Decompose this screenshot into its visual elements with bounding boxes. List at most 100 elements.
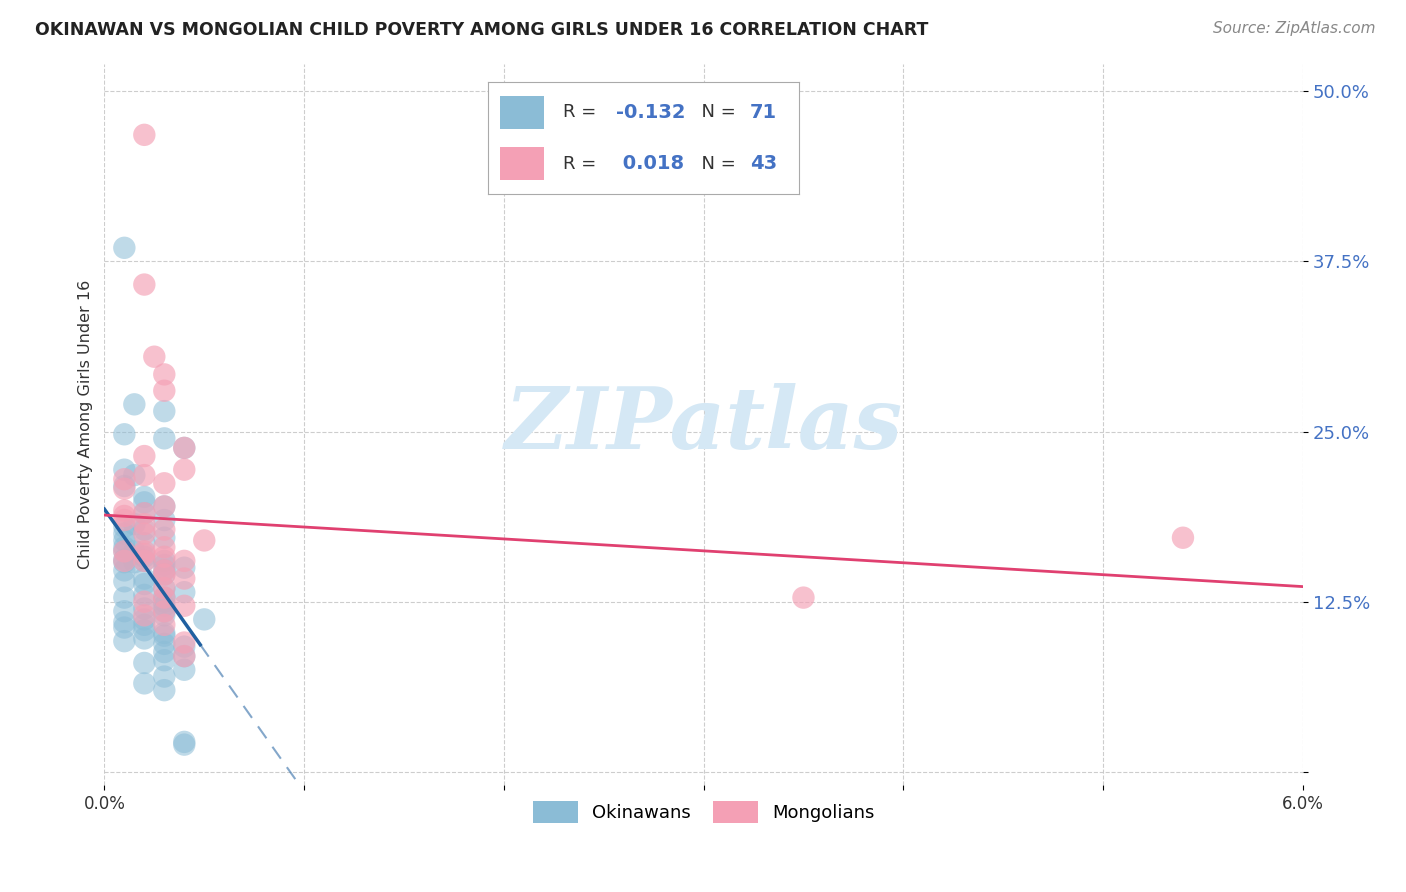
Okinawans [112,544,135,558]
Okinawans [112,479,135,493]
Mongolians [153,604,176,618]
Okinawans [173,585,195,599]
Okinawans [153,554,176,568]
Okinawans [134,612,156,626]
Okinawans [112,526,135,541]
Okinawans [134,554,156,568]
Okinawans [124,544,146,558]
Y-axis label: Child Poverty Among Girls Under 16: Child Poverty Among Girls Under 16 [79,280,93,569]
Mongolians [193,533,215,548]
Mongolians [153,476,176,491]
Mongolians [134,128,156,142]
Legend: Okinawans, Mongolians: Okinawans, Mongolians [526,794,882,830]
Mongolians [153,500,176,514]
Okinawans [112,615,135,629]
Okinawans [153,595,176,609]
Okinawans [153,629,176,643]
Mongolians [173,554,195,568]
Okinawans [112,533,135,548]
Mongolians [153,591,176,605]
Mongolians [112,554,135,568]
Okinawans [112,621,135,635]
Mongolians [153,567,176,582]
Okinawans [153,608,176,623]
Mongolians [134,449,156,463]
Okinawans [112,604,135,618]
Okinawans [134,624,156,638]
Mongolians [134,526,156,541]
Okinawans [153,404,176,418]
Mongolians [112,513,135,527]
Okinawans [153,645,176,659]
Okinawans [173,441,195,455]
Okinawans [153,431,176,445]
Mongolians [173,463,195,477]
Okinawans [134,577,156,591]
Okinawans [134,549,156,564]
Mongolians [173,599,195,613]
Mongolians [153,581,176,595]
Okinawans [112,574,135,589]
Okinawans [153,581,176,595]
Okinawans [153,558,176,572]
Mongolians [134,506,156,520]
Okinawans [112,427,135,442]
Mongolians [134,608,156,623]
Okinawans [153,591,176,605]
Okinawans [173,640,195,654]
Okinawans [134,536,156,550]
Okinawans [173,735,195,749]
Mongolians [134,554,156,568]
Okinawans [173,738,195,752]
Okinawans [153,567,176,582]
Mongolians [112,508,135,523]
Okinawans [153,683,176,698]
Okinawans [134,601,156,615]
Mongolians [134,595,156,609]
Okinawans [112,463,135,477]
Mongolians [1171,531,1194,545]
Okinawans [134,572,156,586]
Okinawans [134,676,156,690]
Mongolians [153,523,176,537]
Mongolians [153,617,176,632]
Okinawans [153,513,176,527]
Okinawans [153,604,176,618]
Mongolians [112,472,135,486]
Mongolians [153,368,176,382]
Mongolians [153,549,176,564]
Okinawans [153,500,176,514]
Okinawans [124,468,146,483]
Okinawans [134,523,156,537]
Text: ZIPatlas: ZIPatlas [505,383,903,467]
Okinawans [134,506,156,520]
Okinawans [153,563,176,577]
Okinawans [124,555,146,569]
Mongolians [112,544,135,558]
Okinawans [134,495,156,509]
Mongolians [792,591,814,605]
Okinawans [112,541,135,555]
Okinawans [153,599,176,613]
Text: Source: ZipAtlas.com: Source: ZipAtlas.com [1212,21,1375,36]
Okinawans [124,397,146,411]
Okinawans [124,517,146,532]
Mongolians [134,277,156,292]
Okinawans [153,653,176,667]
Okinawans [112,591,135,605]
Mongolians [134,517,156,532]
Mongolians [173,572,195,586]
Mongolians [112,503,135,517]
Mongolians [153,384,176,398]
Okinawans [112,634,135,648]
Mongolians [143,350,166,364]
Okinawans [153,637,176,651]
Okinawans [193,612,215,626]
Okinawans [134,632,156,646]
Okinawans [173,663,195,677]
Mongolians [173,441,195,455]
Okinawans [112,555,135,569]
Mongolians [153,541,176,555]
Okinawans [112,552,135,566]
Text: OKINAWAN VS MONGOLIAN CHILD POVERTY AMONG GIRLS UNDER 16 CORRELATION CHART: OKINAWAN VS MONGOLIAN CHILD POVERTY AMON… [35,21,928,38]
